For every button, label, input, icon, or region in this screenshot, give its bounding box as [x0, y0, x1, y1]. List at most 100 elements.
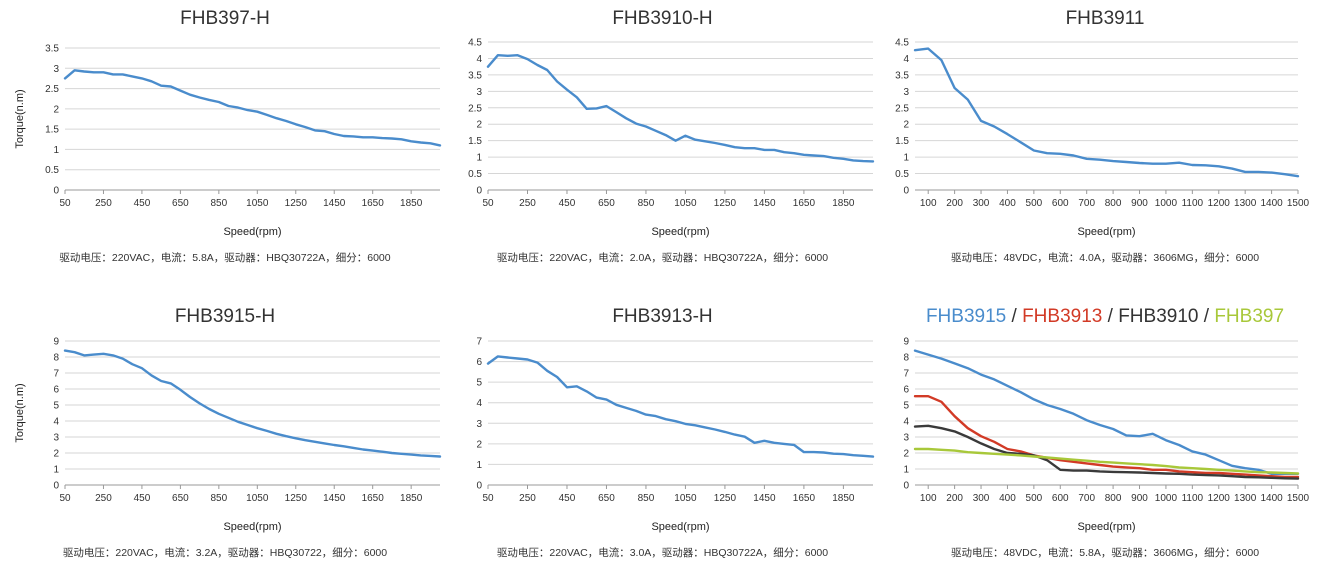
x-tick-label: 650: [172, 493, 189, 504]
y-tick-label: 1.5: [45, 125, 59, 136]
x-tick-label: 800: [1105, 198, 1122, 209]
x-tick-label: 1100: [1182, 198, 1204, 209]
x-tick-label: 300: [973, 493, 990, 504]
legend-fhb3915: FHB3915: [925, 306, 1007, 327]
y-tick-label: 2: [476, 439, 482, 450]
x-tick-label: 200: [946, 493, 963, 504]
x-tick-label: 1650: [362, 493, 385, 504]
x-tick-label: 850: [211, 493, 228, 504]
y-tick-label: 0: [903, 481, 909, 492]
x-tick-label: 1050: [674, 493, 697, 504]
x-tick-label: 1850: [832, 198, 855, 209]
chart-plot: 0 1 2 3 4 5 6 7 8 9 100 200 300 400 500 600 700 800 900 100…: [903, 337, 1309, 534]
y-tick-label: 2: [53, 104, 59, 115]
series-line: [486, 54, 875, 163]
chart-title: FHB3911: [1065, 8, 1145, 29]
series-line-fhb397: [913, 447, 1300, 475]
legend-fhb397: FHB397: [1214, 306, 1285, 327]
chart-caption: 驱动电压：48VDC，电流：5.8A，驱动器：3606MG，细分：6000: [950, 547, 1260, 559]
x-tick-label: 250: [95, 198, 112, 209]
y-tick-label: 9: [903, 337, 909, 348]
y-axis-label: Torque(n.m): [14, 89, 26, 148]
chart-caption: 驱动电压：220VAC，电流：5.8A，驱动器：HBQ30722A，细分：600…: [59, 252, 391, 264]
x-tick-label: 1250: [285, 493, 308, 504]
y-tick-label: 1: [476, 153, 482, 164]
y-tick-label: 0: [476, 186, 482, 197]
y-tick-label: 6: [53, 385, 59, 396]
x-tick-label: 50: [482, 493, 494, 504]
chart-plot: 0 0.5 1 1.5 2 2.5 3 3.5 4 4.5 100 200 300 400 500 600 70…: [895, 38, 1310, 239]
y-tick-label: 0: [53, 481, 59, 492]
legend-separator: /: [1102, 306, 1119, 327]
y-tick-label: 1: [903, 465, 909, 476]
y-tick-label: 2.5: [895, 103, 909, 114]
y-tick-label: 4: [476, 398, 482, 409]
y-tick-label: 1: [53, 465, 59, 476]
x-tick-label: 1200: [1208, 198, 1231, 209]
x-tick-label: 1450: [753, 198, 776, 209]
y-axis-label: Torque(n.m): [14, 383, 26, 442]
x-tick-label: 650: [172, 198, 189, 209]
x-tick-label: 600: [1052, 493, 1069, 504]
x-tick-label: 900: [1131, 493, 1148, 504]
x-tick-label: 1400: [1260, 493, 1283, 504]
y-tick-label: 3: [903, 433, 909, 444]
x-tick-label: 1500: [1287, 198, 1310, 209]
x-tick-label: 500: [1026, 493, 1043, 504]
y-tick-label: 5: [476, 378, 482, 389]
chart-title: FHB3915-H: [174, 306, 276, 327]
y-tick-label: 7: [903, 369, 909, 380]
y-tick-label: 2: [476, 120, 482, 131]
x-tick-label: 800: [1105, 493, 1122, 504]
x-tick-label: 1850: [400, 198, 423, 209]
x-tick-label: 1300: [1234, 198, 1257, 209]
y-tick-label: 2.5: [468, 103, 482, 114]
x-axis-label: Speed(rpm): [1077, 226, 1135, 238]
y-tick-label: 6: [903, 385, 909, 396]
y-tick-label: 5: [903, 401, 909, 412]
x-tick-label: 500: [1026, 198, 1043, 209]
x-tick-label: 450: [134, 493, 151, 504]
x-tick-label: 400: [999, 198, 1016, 209]
y-tick-label: 4: [476, 54, 482, 65]
chart-title: FHB397-H: [180, 8, 270, 29]
y-tick-label: 2: [903, 449, 909, 460]
x-tick-label: 250: [519, 493, 536, 504]
legend-separator: /: [1006, 306, 1023, 327]
x-tick-label: 1200: [1208, 493, 1231, 504]
x-tick-label: 650: [598, 493, 615, 504]
x-tick-label: 300: [973, 198, 990, 209]
x-tick-label: 900: [1131, 198, 1148, 209]
y-tick-label: 8: [53, 353, 59, 364]
y-tick-label: 0: [476, 481, 482, 492]
x-tick-label: 400: [999, 493, 1016, 504]
x-tick-label: 450: [559, 493, 576, 504]
chart-caption: 驱动电压：220VAC，电流：3.0A，驱动器：HBQ30722A，细分：600…: [496, 547, 829, 559]
y-tick-label: 4: [903, 54, 909, 65]
x-tick-label: 1850: [832, 493, 855, 504]
y-tick-label: 3: [476, 419, 482, 430]
chart-plot: 0 1 2 3 4 5 6 7 50 250 450 650 850 1050 1250 1450 1650 18…: [476, 337, 875, 533]
y-tick-label: 3: [476, 87, 482, 98]
legend-separator: /: [1198, 306, 1215, 327]
series-line: [63, 349, 442, 458]
x-tick-label: 1400: [1260, 198, 1283, 209]
x-axis-label: Speed(rpm): [223, 521, 281, 533]
x-tick-label: 1000: [1155, 198, 1178, 209]
chart-panel-fhb3915-h: FHB3915-H 0 1 2 3 4 5 6 7 8 9 50 250 450 650 850 1050 12…: [0, 292, 450, 563]
x-tick-label: 1100: [1182, 493, 1204, 504]
y-tick-label: 1: [903, 153, 909, 164]
series-line-fhb3913: [913, 394, 1300, 479]
x-tick-label: 100: [920, 493, 937, 504]
y-tick-label: 8: [903, 353, 909, 364]
series-line-fhb3915: [913, 349, 1300, 476]
x-tick-label: 1450: [323, 198, 346, 209]
chart-plot: 0 1 2 3 4 5 6 7 8 9 50 250 450 650 850 1050 1250 1450 1650…: [14, 337, 442, 533]
y-tick-label: 3.5: [468, 70, 482, 81]
chart-plot: 0 0.5 1 1.5 2 2.5 3 3.5 50 250 450 650 850 1050 1250 14…: [14, 44, 442, 238]
y-tick-label: 5: [53, 401, 59, 412]
chart-panel-fhb3910-h: FHB3910-H 0 0.5 1 1.5 2 2.5 3 3.5 4 4.5 50 250 450 65…: [440, 0, 885, 270]
x-tick-label: 450: [559, 198, 576, 209]
x-tick-label: 1300: [1234, 493, 1257, 504]
